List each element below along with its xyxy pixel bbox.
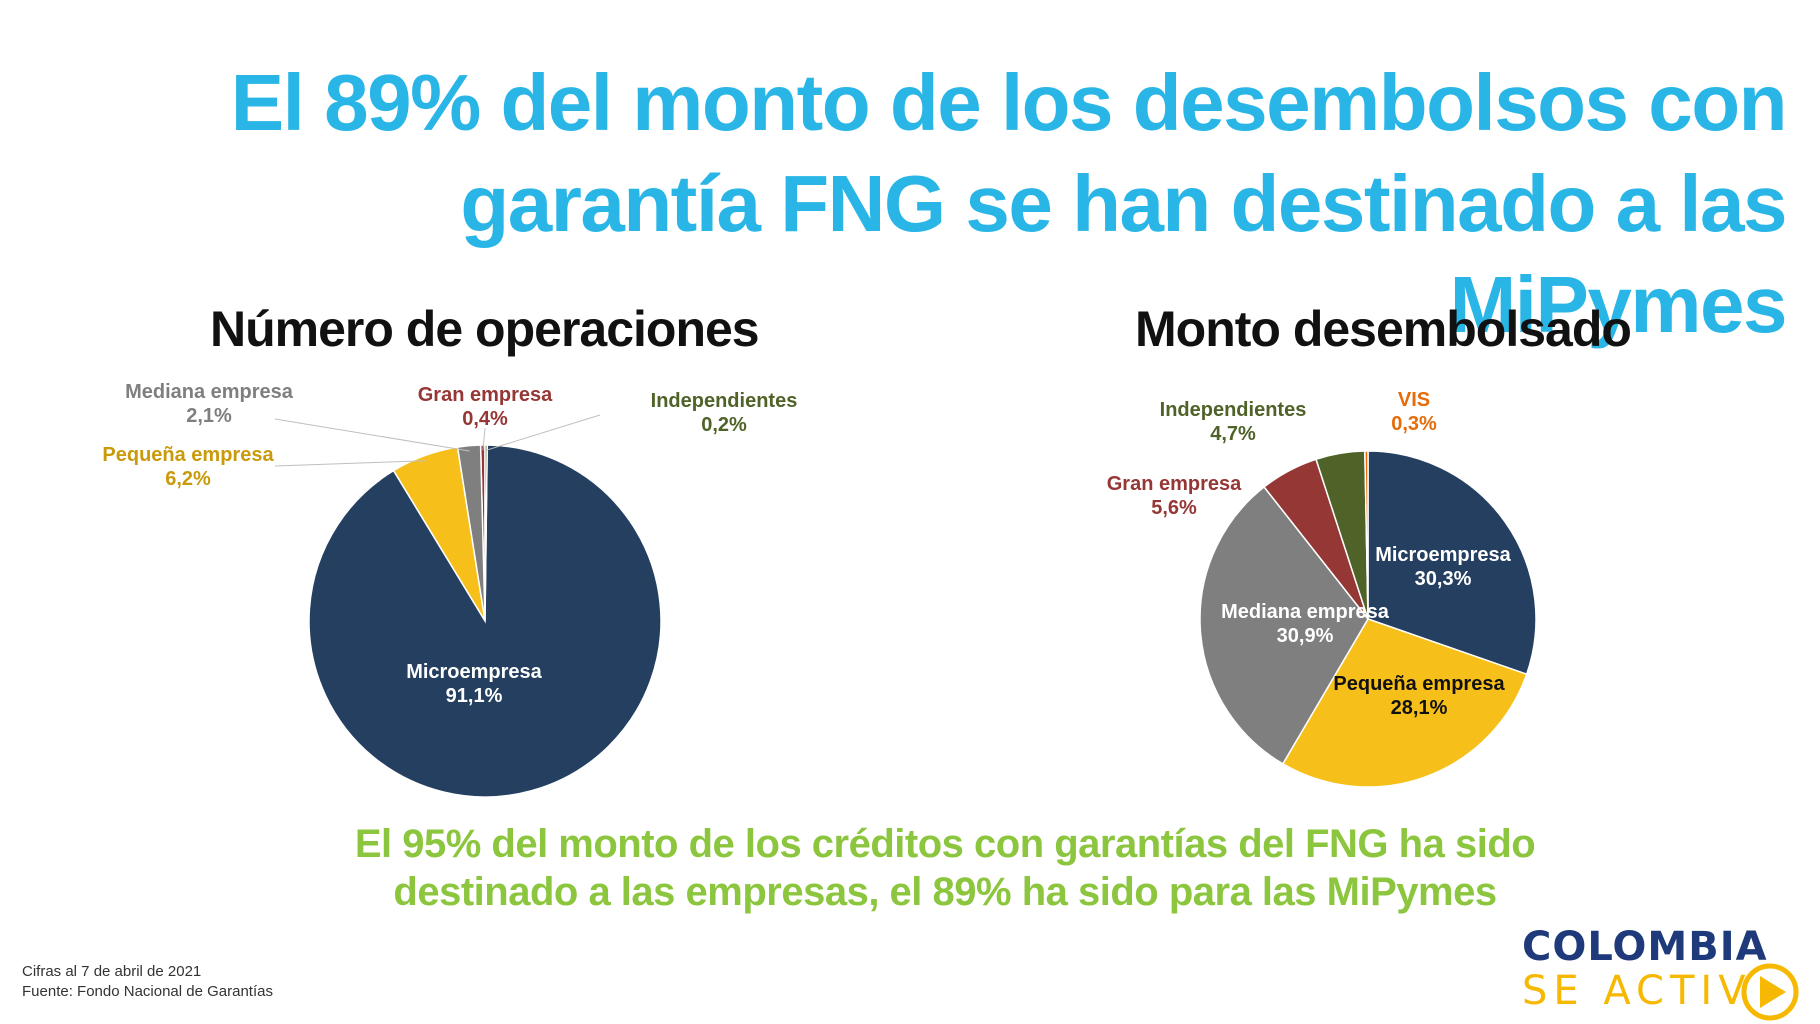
pie-1-label-microempresa: Microempresa <box>1375 544 1511 566</box>
logo-line-1: COLOMBIA <box>1522 924 1768 970</box>
pie-1-label-mediana-empresa: Mediana empresa <box>1221 601 1390 623</box>
chart-title-operaciones: Número de operaciones <box>210 301 760 357</box>
pie-0-leader-independientes <box>485 414 601 451</box>
footnote: Cifras al 7 de abril de 2021 Fuente: Fon… <box>22 962 273 1002</box>
pie-0-label-mediana-empresa: Mediana empresa <box>125 381 294 403</box>
colombia-se-activa-logo: COLOMBIA SE ACTIV <box>1522 924 1802 1021</box>
page-title-line-1: El 89% del monto de los desembolsos con <box>230 58 1788 147</box>
play-triangle-icon <box>1741 963 1799 1021</box>
page-title-line-2: garantía FNG se han destinado a las MiPy… <box>460 159 1787 349</box>
pie-0-label-pequena-empresa: Pequeña empresa <box>102 444 274 466</box>
footnote-source: Fuente: Fondo Nacional de Garantías <box>22 983 273 1000</box>
pie-1-slice-microempresa <box>1367 450 1537 676</box>
pie-1-value-microempresa: 30,3% <box>1415 568 1472 590</box>
pie-1-label-independientes: Independientes <box>1160 399 1307 421</box>
chart-title-monto: Monto desembolsado <box>1135 301 1632 357</box>
pie-1-value-independientes: 4,7% <box>1210 423 1256 445</box>
pie-0-leader-gran-empresa <box>482 427 486 451</box>
pie-1-slice-mediana-empresa <box>1199 485 1369 765</box>
pie-0-value-microempresa: 91,1% <box>446 685 503 707</box>
pie-0-value-mediana-empresa: 2,1% <box>186 405 232 427</box>
pie-1-value-pequena-empresa: 28,1% <box>1391 697 1448 719</box>
footnote-date: Cifras al 7 de abril de 2021 <box>22 963 202 980</box>
pie-0-value-gran-empresa: 0,4% <box>462 408 508 430</box>
pie-0-label-microempresa: Microempresa <box>406 661 542 683</box>
pie-1-label-pequena-empresa: Pequeña empresa <box>1333 673 1505 695</box>
summary-line-2: destinado a las empresas, el 89% ha sido… <box>393 870 1497 914</box>
pie-0-leader-pequena-empresa <box>274 460 427 467</box>
pie-0-value-independientes: 0,2% <box>701 414 747 436</box>
logo-line-2: SE ACTIV <box>1522 968 1752 1014</box>
pie-1-value-mediana-empresa: 30,9% <box>1277 625 1334 647</box>
pie-0-slice-independientes <box>484 444 488 622</box>
pie-1-slice-vis <box>1364 450 1369 620</box>
pie-1-label-vis: VIS <box>1398 389 1430 411</box>
pie-0-leader-mediana-empresa <box>274 418 470 452</box>
pie-1-value-vis: 0,3% <box>1391 413 1437 435</box>
pie-0-value-pequena-empresa: 6,2% <box>165 468 211 490</box>
pie-0-label-gran-empresa: Gran empresa <box>418 384 553 406</box>
pie-1-value-gran-empresa: 5,6% <box>1151 497 1197 519</box>
summary-text: El 95% del monto de los créditos con gar… <box>0 820 1820 916</box>
summary-line-1: El 95% del monto de los créditos con gar… <box>354 822 1536 866</box>
pie-1-label-gran-empresa: Gran empresa <box>1107 473 1242 495</box>
pie-0-label-independientes: Independientes <box>651 390 798 412</box>
page-title: El 89% del monto de los desembolsos con … <box>186 52 1788 355</box>
